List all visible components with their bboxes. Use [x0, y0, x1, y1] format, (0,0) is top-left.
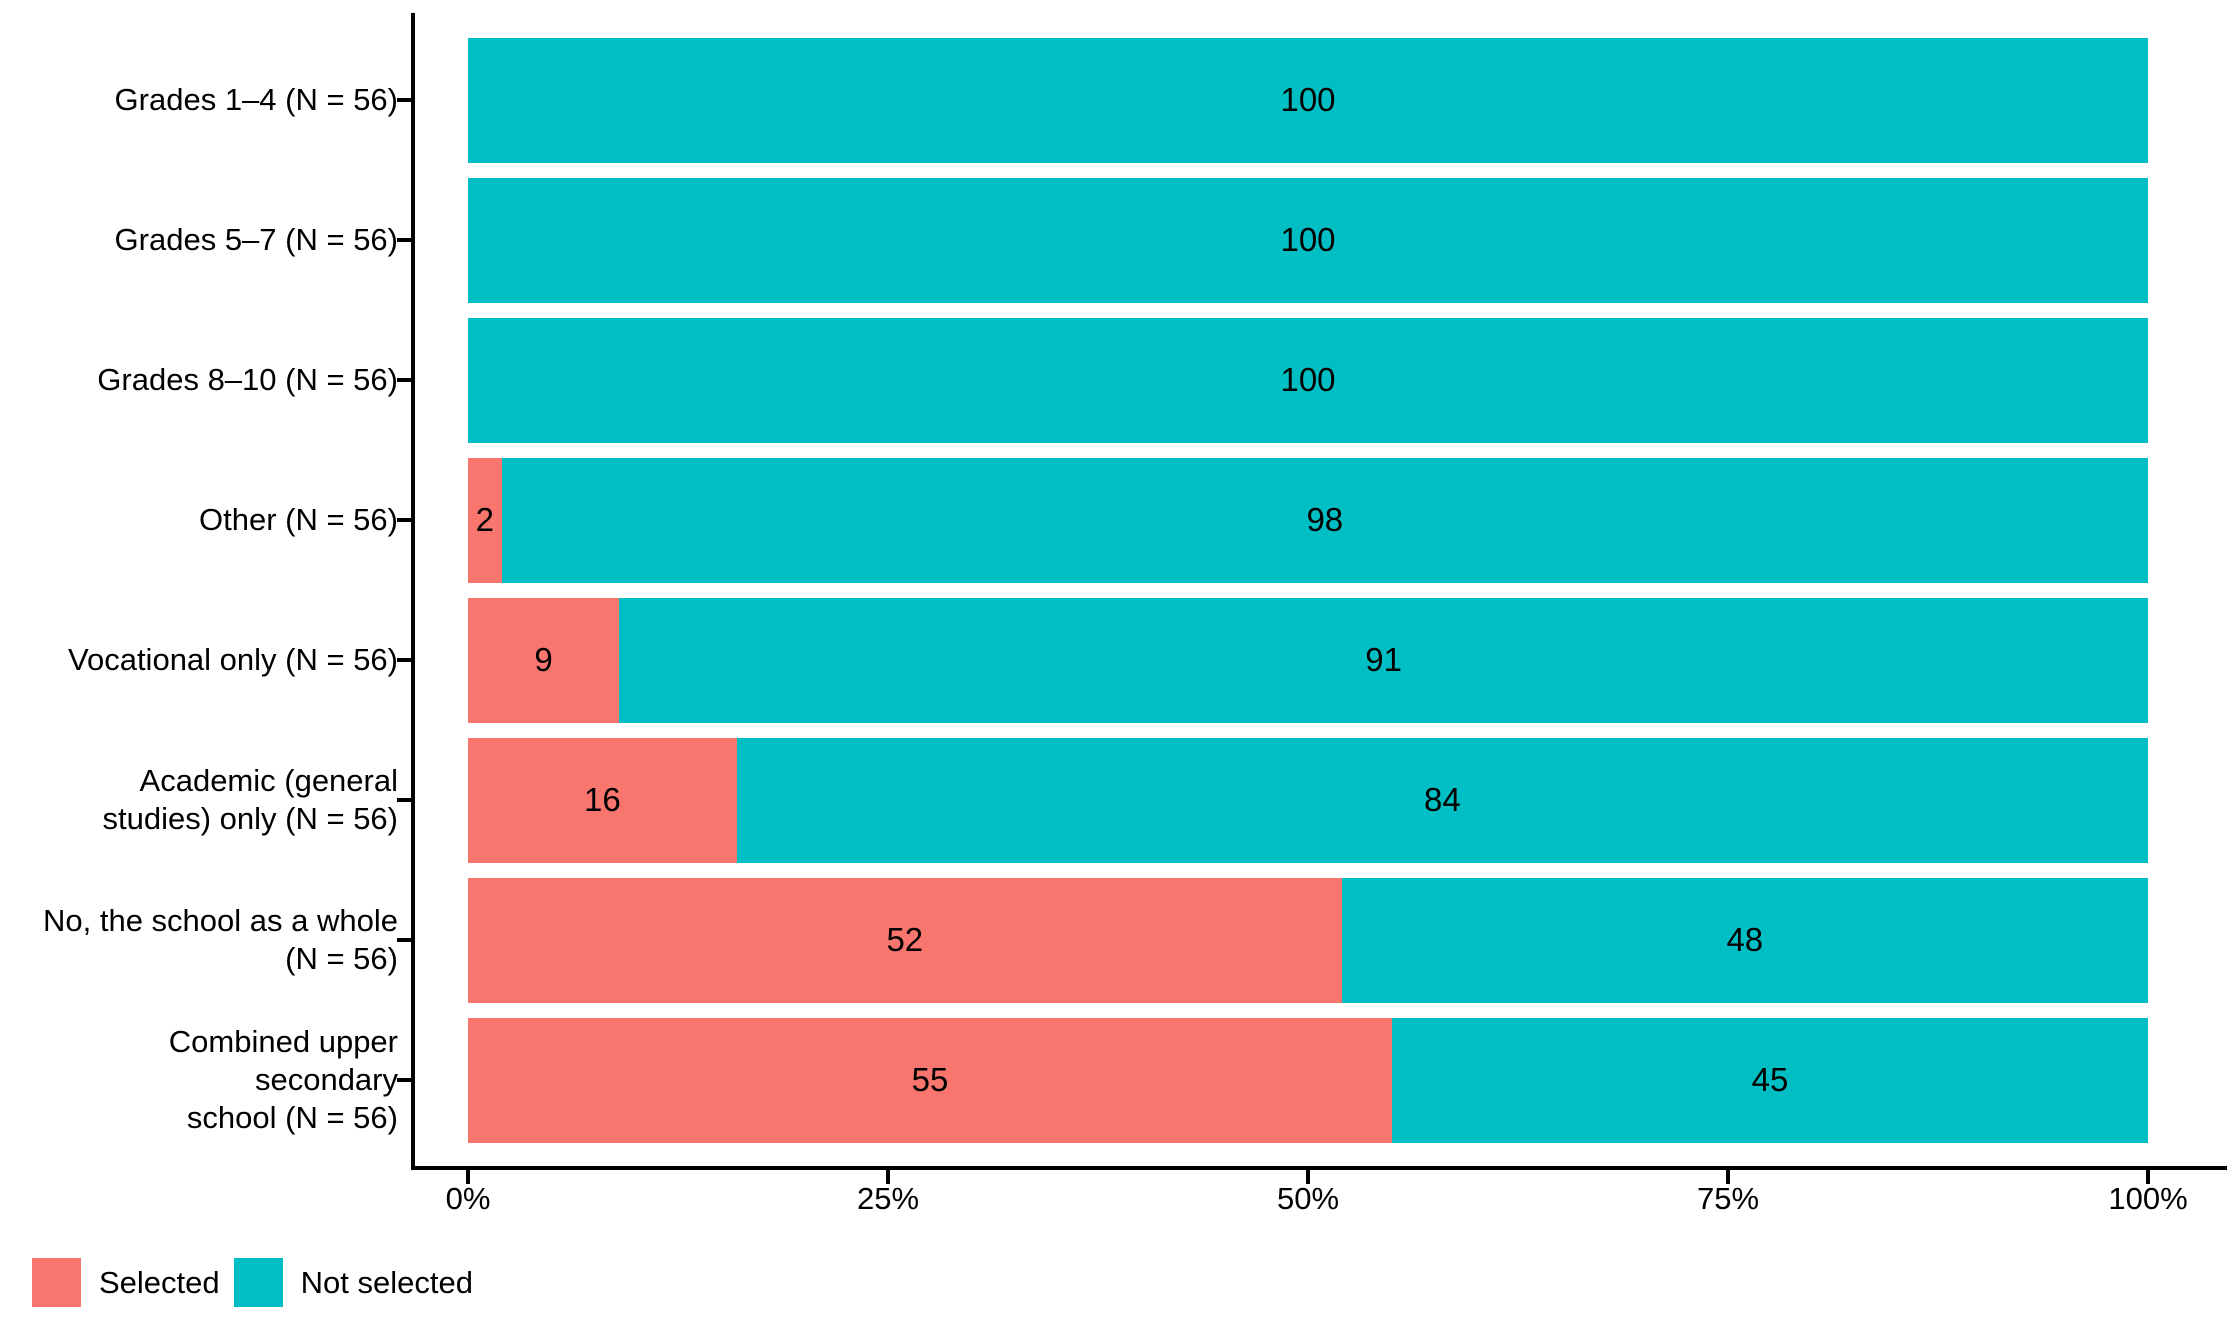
x-tick-mark [1306, 1170, 1310, 1184]
legend-swatch-selected-icon [32, 1258, 81, 1307]
bar-segment-not-selected [736, 737, 2148, 863]
x-tick-label: 25% [856, 1181, 920, 1216]
legend-label-selected: Selected [99, 1264, 220, 1300]
bar-segment-not-selected [468, 317, 2148, 443]
category-label: Grades 1–4 (N = 56) [114, 82, 398, 117]
x-tick-mark [466, 1170, 470, 1184]
bar-segment-not-selected [468, 177, 2148, 303]
bar-segment-selected [468, 877, 1342, 1003]
y-tick-mark [397, 938, 411, 942]
bar-value-label: 48 [1726, 921, 1764, 958]
legend-label-not-selected: Not selected [300, 1264, 473, 1300]
x-tick-mark [2146, 1170, 2150, 1184]
legend-item-not-selected: Not selected [233, 1258, 473, 1307]
bar-value-label: 100 [1280, 361, 1336, 398]
x-tick-mark [1726, 1170, 1730, 1184]
bar-value-label: 2 [475, 501, 494, 538]
legend-swatch-not-selected-icon [233, 1258, 283, 1307]
bar-segment-selected [468, 597, 620, 723]
bar-value-label: 98 [1306, 501, 1344, 538]
bar-segment-selected [468, 457, 502, 583]
bar-value-label: 16 [584, 781, 621, 818]
y-tick-mark [397, 98, 411, 102]
bar-value-label: 100 [1280, 81, 1336, 118]
bar-segment-not-selected [501, 457, 2148, 583]
y-tick-mark [397, 798, 411, 802]
bar-segment-not-selected [468, 37, 2148, 163]
legend-item-selected: Selected [32, 1258, 220, 1307]
bar-segment-not-selected [1341, 877, 2148, 1003]
category-label: Other (N = 56) [199, 502, 398, 537]
bar-segment-selected [468, 737, 737, 863]
y-tick-mark [397, 378, 411, 382]
x-tick-label: 75% [1696, 1181, 1760, 1216]
bar-value-label: 52 [886, 921, 924, 958]
category-label: Grades 8–10 (N = 56) [97, 362, 398, 397]
x-tick-label: 50% [1276, 1181, 1340, 1216]
category-label: Vocational only (N = 56) [68, 642, 398, 677]
x-tick-mark [886, 1170, 890, 1184]
y-tick-mark [397, 1078, 411, 1082]
bar-segment-selected [468, 1017, 1392, 1143]
x-tick-label: 100% [2108, 1181, 2188, 1216]
bar-segment-not-selected [1392, 1017, 2148, 1143]
x-tick-label: 0% [445, 1181, 491, 1216]
category-label: No, the school as a whole (N = 56) [43, 903, 398, 976]
y-tick-mark [397, 658, 411, 662]
y-tick-mark [397, 238, 411, 242]
bar-segment-not-selected [619, 597, 2148, 723]
bar-value-label: 45 [1751, 1061, 1789, 1098]
bar-value-label: 9 [534, 641, 553, 678]
category-label: Grades 5–7 (N = 56) [114, 222, 398, 257]
bar-value-label: 55 [911, 1061, 949, 1098]
legend: Selected Not selected [32, 1258, 473, 1307]
y-tick-mark [397, 518, 411, 522]
category-label: Combined upper secondary school (N = 56) [168, 1024, 398, 1135]
category-label: Academic (general studies) only (N = 56) [102, 763, 398, 836]
bar-value-label: 84 [1424, 781, 1461, 818]
bar-value-label: 100 [1280, 221, 1336, 258]
bar-value-label: 91 [1365, 641, 1402, 678]
plot-panel [411, 13, 2227, 1170]
